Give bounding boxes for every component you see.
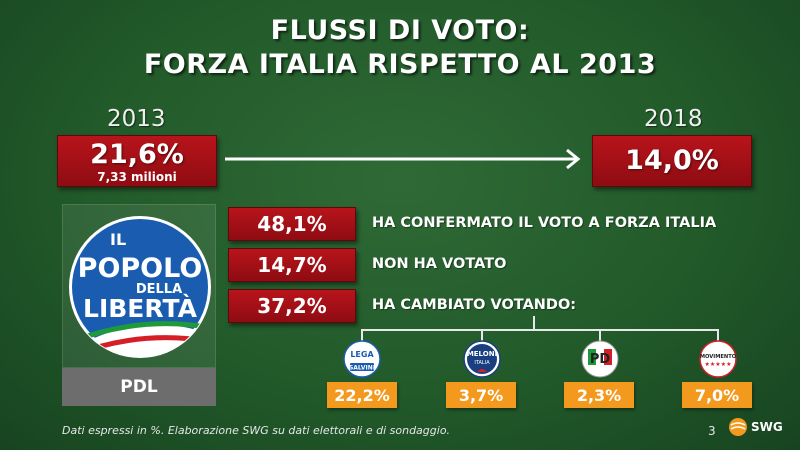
party-pct-fdi: 3,7% (446, 382, 516, 408)
pd-logo-text: PD (590, 352, 611, 367)
tree-connector-stem (533, 316, 535, 330)
party-pct-pd: 2,3% (564, 382, 634, 408)
logo-word-il: IL (110, 230, 126, 249)
result-2013-box: 21,6% 7,33 milioni (57, 135, 217, 187)
party-pct-m5s: 7,0% (682, 382, 752, 408)
flow-pct-not-voted: 14,7% (228, 248, 356, 282)
logo-panel: IL POPOLO DELLA LIBERTÀ (62, 204, 216, 368)
swg-logo-icon (729, 418, 747, 436)
year-2013-label: 2013 (107, 106, 166, 132)
lega-logo-top-text: LEGA (350, 350, 374, 359)
fdi-logo-bottom-text: ITALIA (474, 360, 490, 366)
result-2018-pct: 14,0% (625, 145, 719, 176)
logo-word-popolo: POPOLO (78, 253, 203, 284)
logo-word-liberta: LIBERTÀ (83, 294, 198, 323)
flow-pct-confirmed: 48,1% (228, 207, 356, 241)
title-line-1: FLUSSI DI VOTO: (270, 15, 530, 46)
page-number: 3 (708, 424, 716, 438)
logo-word-della: DELLA (136, 282, 182, 297)
pdl-logo-icon: IL POPOLO DELLA LIBERTÀ (69, 216, 211, 358)
m5s-logo-text: MOVIMENTO (700, 354, 737, 360)
lega-logo-bottom-text: SALVINI (349, 365, 375, 372)
tree-connector-drop (361, 329, 363, 341)
result-2018-box: 14,0% (592, 135, 752, 187)
swg-brand: SWG (728, 417, 783, 437)
footer-note: Dati espressi in %. Elaborazione SWG su … (62, 424, 451, 437)
tree-connector-bar (361, 329, 719, 331)
result-2013-pct: 21,6% (90, 139, 184, 170)
arrow-right-icon (225, 148, 581, 170)
fdi-logo-icon: MELONI ITALIA (463, 340, 501, 378)
m5s-logo-icon: MOVIMENTO ★★★★★ (699, 340, 737, 378)
fdi-logo-top-text: MELONI (467, 350, 497, 358)
flow-label-confirmed: HA CONFERMATO IL VOTO A FORZA ITALIA (372, 215, 717, 231)
tree-connector-drop (717, 329, 719, 341)
m5s-logo-stars: ★★★★★ (705, 361, 732, 368)
result-2013-votes: 7,33 milioni (97, 170, 177, 184)
flow-label-changed: HA CAMBIATO VOTANDO: (372, 297, 577, 313)
title-line-2: FORZA ITALIA RISPETTO AL 2013 (143, 49, 657, 80)
flow-pct-changed: 37,2% (228, 289, 356, 323)
party-pct-lega: 22,2% (327, 382, 397, 408)
party-label: PDL (62, 368, 216, 406)
pd-logo-icon: PD (581, 340, 619, 378)
swg-brand-text: SWG (751, 420, 783, 434)
tree-connector-drop (599, 329, 601, 341)
tree-connector-drop (481, 329, 483, 341)
lega-logo-icon: LEGA SALVINI (343, 340, 381, 378)
flow-label-not-voted: NON HA VOTATO (372, 256, 507, 272)
year-2018-label: 2018 (644, 106, 703, 132)
slide-title: FLUSSI DI VOTO: FORZA ITALIA RISPETTO AL… (0, 14, 800, 82)
